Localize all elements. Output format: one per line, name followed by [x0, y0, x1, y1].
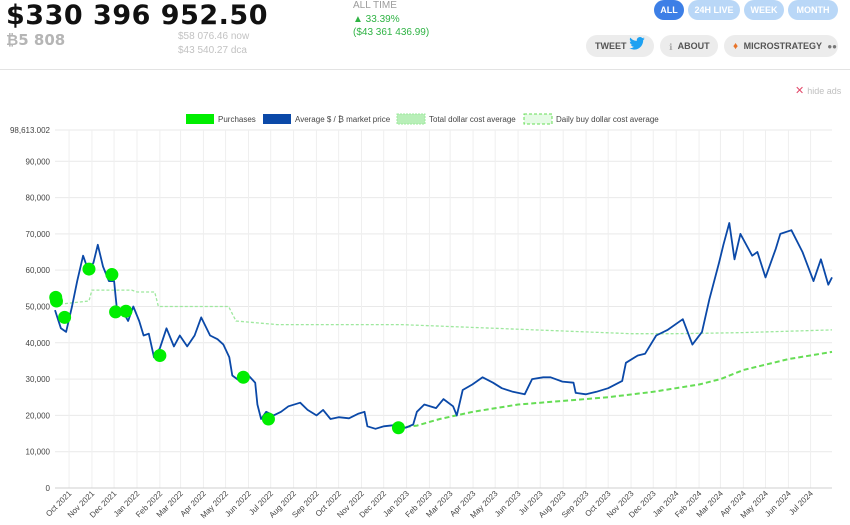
y-tick-label: 0: [46, 484, 51, 493]
purchase-point: [153, 348, 167, 362]
purchase-point: [58, 310, 72, 324]
y-tick-label: 10,000: [26, 448, 51, 457]
y-tick-label: 50,000: [26, 302, 51, 311]
microstrategy-button[interactable]: ♦ MICROSTRATEGY ●●: [724, 35, 838, 57]
twitter-icon: [629, 36, 645, 58]
price-now: $58 076.46 now: [178, 31, 250, 42]
daily-dca-line: [397, 350, 833, 430]
y-tick-label: 98,613.002: [10, 126, 51, 135]
legend-swatch: [186, 114, 214, 124]
purchase-point: [105, 268, 119, 282]
legend-label: Average $ / ₿ market price: [295, 115, 391, 124]
purchase-point: [236, 370, 250, 384]
alltime-percent: ▲ 33.39%: [353, 14, 400, 25]
about-label: ABOUT: [677, 41, 710, 51]
close-icon: ✕: [795, 85, 805, 97]
x-tick-label: Jun 2023: [493, 489, 523, 519]
alltime-gain: ($43 361 436.99): [353, 27, 430, 38]
y-tick-label: 40,000: [26, 339, 51, 348]
tweet-button[interactable]: TWEET: [586, 35, 654, 57]
range-24h-button[interactable]: 24H LIVE: [688, 0, 740, 20]
total-value: $330 396 952.50: [6, 0, 268, 31]
legend-swatch: [396, 113, 426, 125]
people-icon: ●●: [827, 41, 837, 51]
legend-label: Purchases: [218, 115, 256, 124]
hide-ads-link[interactable]: ✕ hide ads: [795, 84, 841, 97]
market-price-line: [54, 222, 833, 430]
legend-label: Daily buy dollar cost average: [556, 115, 659, 124]
alltime-label: ALL TIME: [353, 0, 397, 11]
btc-holdings: ₿5 808: [6, 31, 66, 49]
purchase-point: [119, 304, 133, 318]
y-tick-label: 30,000: [26, 375, 51, 384]
y-tick-label: 20,000: [26, 411, 51, 420]
purchase-point: [109, 305, 123, 319]
price-chart: 0 10,000 20,000 30,000 40,000 50,000 60,000 70,…: [10, 113, 833, 520]
range-month-button[interactable]: MONTH: [788, 0, 838, 20]
x-tick-label: Jul 2024: [787, 489, 815, 517]
price-dca: $43 540.27 dca: [178, 45, 247, 56]
range-all-button[interactable]: ALL: [654, 0, 684, 20]
purchase-point: [391, 421, 405, 435]
fire-icon: ♦: [733, 40, 739, 52]
purchase-point: [49, 294, 63, 308]
microstrategy-label: MICROSTRATEGY: [743, 41, 822, 51]
legend-label: Total dollar cost average: [429, 115, 516, 124]
range-week-button[interactable]: WEEK: [744, 0, 784, 20]
header: $330 396 952.50 ₿5 808 $58 076.46 now $4…: [0, 0, 850, 70]
hide-ads-label: hide ads: [807, 86, 842, 96]
y-tick-label: 60,000: [26, 266, 51, 275]
y-tick-label: 90,000: [26, 157, 51, 166]
tweet-label: TWEET: [595, 41, 627, 51]
purchase-point: [82, 262, 96, 276]
legend-swatch: [523, 113, 553, 125]
about-button[interactable]: ℹ ABOUT: [660, 35, 718, 57]
y-tick-label: 70,000: [26, 230, 51, 239]
y-tick-label: 80,000: [26, 194, 51, 203]
purchase-point: [261, 412, 275, 426]
total-dca-line: [54, 289, 833, 335]
info-icon: ℹ: [669, 41, 673, 52]
legend-swatch: [263, 114, 291, 124]
